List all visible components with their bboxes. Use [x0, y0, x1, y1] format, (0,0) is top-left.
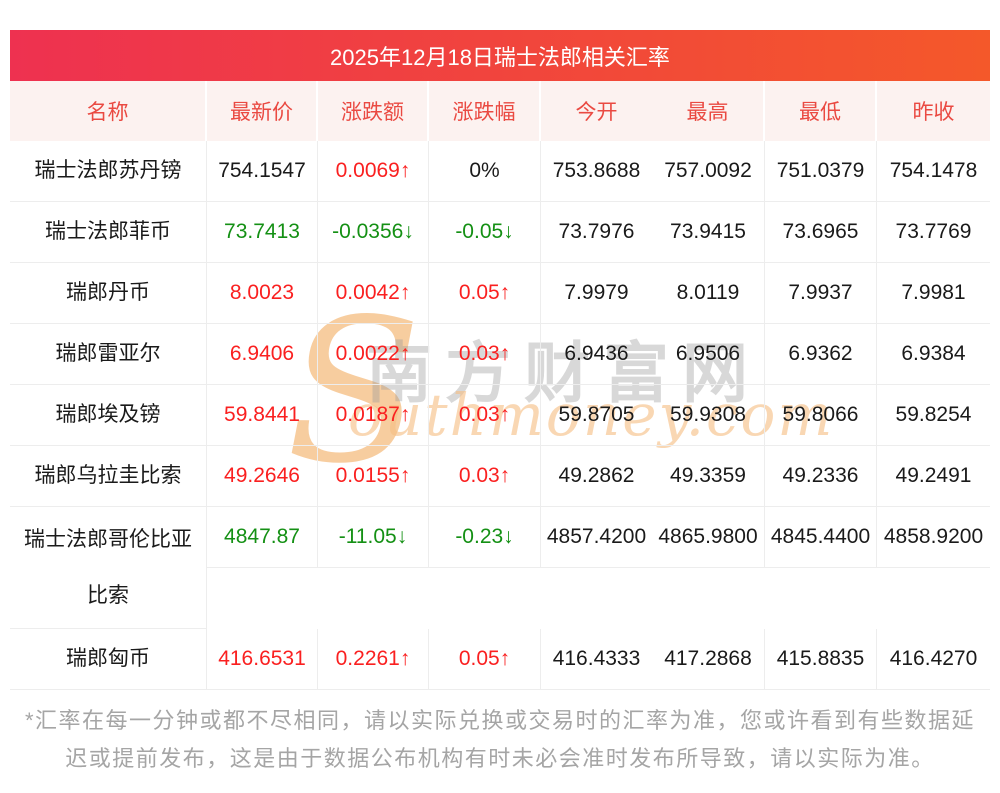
- cell-low-price: 751.0379: [765, 141, 877, 202]
- cell-currency-name: 瑞士法郎哥伦比亚比索: [10, 507, 207, 629]
- table-row: 瑞郎埃及镑 59.8441 0.0187↑ 0.03↑ 59.8705 59.9…: [10, 385, 990, 446]
- cell-high-price: 59.9308: [652, 385, 765, 446]
- cell-low-price: 73.6965: [765, 202, 877, 263]
- cell-high-price: 4865.9800: [652, 507, 765, 568]
- table-row: 瑞郎乌拉圭比索 49.2646 0.0155↑ 0.03↑ 49.2862 49…: [10, 446, 990, 507]
- cell-change-amount: 0.2261↑: [318, 629, 429, 690]
- cell-prev-close: 4858.9200: [877, 507, 990, 568]
- cell-low-price: 7.9937: [765, 263, 877, 324]
- cell-change-percent: 0.03↑: [429, 446, 541, 507]
- table-row: 瑞士法郎菲币 73.7413 -0.0356↓ -0.05↓ 73.7976 7…: [10, 202, 990, 263]
- table-row: 瑞士法郎哥伦比亚比索 4847.87 -11.05↓ -0.23↓ 4857.4…: [10, 507, 990, 629]
- cell-change-amount: 0.0069↑: [318, 141, 429, 202]
- cell-currency-name: 瑞郎乌拉圭比索: [10, 446, 207, 507]
- column-header-prev-close: 昨收: [877, 81, 990, 141]
- cell-open-price: 7.9979: [541, 263, 652, 324]
- cell-latest-price: 49.2646: [207, 446, 318, 507]
- page-title: 2025年12月18日瑞士法郎相关汇率: [330, 44, 670, 70]
- cell-open-price: 73.7976: [541, 202, 652, 263]
- cell-change-amount: 0.0155↑: [318, 446, 429, 507]
- cell-open-price: 59.8705: [541, 385, 652, 446]
- cell-prev-close: 6.9384: [877, 324, 990, 385]
- cell-low-price: 49.2336: [765, 446, 877, 507]
- table-row: 瑞郎雷亚尔 6.9406 0.0022↑ 0.03↑ 6.9436 6.9506…: [10, 324, 990, 385]
- cell-prev-close: 754.1478: [877, 141, 990, 202]
- cell-prev-close: 416.4270: [877, 629, 990, 690]
- column-header-change-amount: 涨跌额: [318, 81, 429, 141]
- cell-currency-name: 瑞郎丹币: [10, 263, 207, 324]
- table-row: 瑞士法郎苏丹镑 754.1547 0.0069↑ 0% 753.8688 757…: [10, 141, 990, 202]
- cell-high-price: 757.0092: [652, 141, 765, 202]
- column-header-name: 名称: [10, 81, 207, 141]
- cell-open-price: 49.2862: [541, 446, 652, 507]
- disclaimer-text: *汇率在每一分钟或都不尽相同，请以实际兑换或交易时的汇率为准，您或许看到有些数据…: [24, 708, 976, 771]
- cell-change-amount: -11.05↓: [318, 507, 429, 568]
- column-header-latest-price: 最新价: [207, 81, 318, 141]
- cell-latest-price: 4847.87: [207, 507, 318, 568]
- cell-change-percent: 0.03↑: [429, 324, 541, 385]
- cell-change-percent: -0.05↓: [429, 202, 541, 263]
- cell-open-price: 753.8688: [541, 141, 652, 202]
- cell-change-percent: 0%: [429, 141, 541, 202]
- cell-high-price: 6.9506: [652, 324, 765, 385]
- table-body: 瑞士法郎苏丹镑 754.1547 0.0069↑ 0% 753.8688 757…: [10, 141, 990, 690]
- cell-change-amount: -0.0356↓: [318, 202, 429, 263]
- cell-currency-name: 瑞郎匈币: [10, 629, 207, 690]
- cell-currency-name: 瑞士法郎菲币: [10, 202, 207, 263]
- cell-change-percent: 0.05↑: [429, 263, 541, 324]
- cell-high-price: 8.0119: [652, 263, 765, 324]
- cell-low-price: 4845.4400: [765, 507, 877, 568]
- cell-change-percent: 0.03↑: [429, 385, 541, 446]
- cell-change-amount: 0.0042↑: [318, 263, 429, 324]
- cell-currency-name: 瑞郎雷亚尔: [10, 324, 207, 385]
- column-header-low: 最低: [765, 81, 877, 141]
- column-header-change-percent: 涨跌幅: [429, 81, 541, 141]
- cell-prev-close: 7.9981: [877, 263, 990, 324]
- cell-latest-price: 73.7413: [207, 202, 318, 263]
- row-gap-spacer: [207, 568, 990, 629]
- cell-high-price: 417.2868: [652, 629, 765, 690]
- rates-table: 2025年12月18日瑞士法郎相关汇率 名称 最新价 涨跌额 涨跌幅 今开 最高…: [10, 30, 990, 690]
- column-header-high: 最高: [652, 81, 765, 141]
- cell-prev-close: 59.8254: [877, 385, 990, 446]
- column-header-open: 今开: [541, 81, 652, 141]
- cell-change-percent: -0.23↓: [429, 507, 541, 568]
- cell-latest-price: 754.1547: [207, 141, 318, 202]
- cell-high-price: 73.9415: [652, 202, 765, 263]
- cell-low-price: 59.8066: [765, 385, 877, 446]
- cell-low-price: 415.8835: [765, 629, 877, 690]
- cell-low-price: 6.9362: [765, 324, 877, 385]
- cell-high-price: 49.3359: [652, 446, 765, 507]
- cell-open-price: 6.9436: [541, 324, 652, 385]
- cell-latest-price: 8.0023: [207, 263, 318, 324]
- cell-open-price: 4857.4200: [541, 507, 652, 568]
- table-row: 瑞郎丹币 8.0023 0.0042↑ 0.05↑ 7.9979 8.0119 …: [10, 263, 990, 324]
- cell-latest-price: 59.8441: [207, 385, 318, 446]
- cell-latest-price: 416.6531: [207, 629, 318, 690]
- cell-open-price: 416.4333: [541, 629, 652, 690]
- cell-change-amount: 0.0187↑: [318, 385, 429, 446]
- cell-latest-price: 6.9406: [207, 324, 318, 385]
- cell-prev-close: 49.2491: [877, 446, 990, 507]
- table-header-row: 名称 最新价 涨跌额 涨跌幅 今开 最高 最低 昨收: [10, 81, 990, 141]
- cell-change-amount: 0.0022↑: [318, 324, 429, 385]
- cell-currency-name: 瑞郎埃及镑: [10, 385, 207, 446]
- cell-change-percent: 0.05↑: [429, 629, 541, 690]
- cell-prev-close: 73.7769: [877, 202, 990, 263]
- table-title-banner: 2025年12月18日瑞士法郎相关汇率: [10, 30, 990, 81]
- table-row: 瑞郎匈币 416.6531 0.2261↑ 0.05↑ 416.4333 417…: [10, 629, 990, 690]
- cell-currency-name: 瑞士法郎苏丹镑: [10, 141, 207, 202]
